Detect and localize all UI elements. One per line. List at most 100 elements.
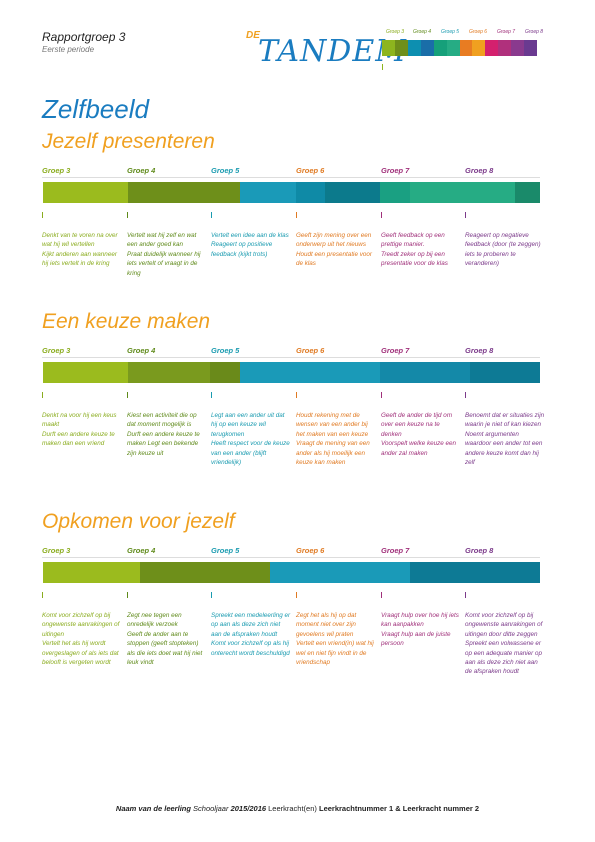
description-line: Zegt nee tegen een onredelijk verzoek [127,612,182,629]
description: Geeft de ander de tijd om over een keuze… [381,411,461,458]
description-line: Kiest een activiteit die op dat moment m… [127,412,197,429]
legend-label: Groep 4 [413,29,432,35]
description-line: Komt voor zichzelf op bij ongewenste aan… [465,612,543,638]
logo: TANDEM [258,34,407,69]
description: Vertelt wat hij zelf en wat een ander go… [127,231,207,278]
color-legend [382,40,538,56]
description-line: Spreekt een medeleerling er op aan als d… [211,612,291,638]
legend-ticks [382,64,538,70]
footer-value: 2015/2016 [230,804,267,813]
report-period: Eerste periode [42,45,95,54]
description: Zegt nee tegen een onredelijk verzoek Gee… [127,611,207,667]
description-line: Legt aan een ander uit dat hij op een ke… [211,412,285,438]
section-title: Een keuze maken [42,310,211,333]
level-tick [296,392,297,398]
description-line: Geeft zijn mening over een onderwerp uit… [296,232,372,249]
logo-prefix: DE [246,30,260,41]
description: Legt aan een ander uit dat hij op een ke… [211,411,291,467]
progress-bar [43,182,540,203]
group-label: Groep 4 [127,166,156,175]
description-line: Vraagt de mening van een ander als hij m… [296,440,370,467]
description-line: Reageert op positieve feedback (kijkt tr… [211,241,273,258]
description-line: Geeft feedback op een prettige manier. [381,232,445,249]
level-tick [42,592,43,598]
level-tick [465,392,466,398]
description-line: Denkt van te voren na over wat hij wil v… [42,232,118,249]
group-label: Groep 7 [381,346,410,355]
description-line: Houdt een presentatie voor de klas [296,250,372,268]
group-label: Groep 4 [127,546,156,555]
divider [42,177,540,178]
footer-label: Schooljaar [193,804,229,813]
level-tick [211,392,212,398]
group-label: Groep 3 [42,166,71,175]
description-line: Vraagt hulp aan de juiste persoon [381,630,451,648]
description-line: Noemt argumenten waardoor een ander tot … [465,430,543,467]
level-tick [381,592,382,598]
description: Geeft zijn mening over een onderwerp uit… [296,231,376,269]
description: Zegt het als hij op dat moment niet over… [296,611,376,667]
level-tick [296,212,297,218]
description-line: Vertelt wat hij zelf en wat een ander go… [127,232,197,249]
description-line: Vertelt het als hij wordt overgeslagen o… [42,640,119,667]
progress-bar [43,362,540,383]
description: Spreekt een medeleerling er op aan als d… [211,611,291,658]
description-line: Geeft de ander aan te stoppen (geeft sto… [127,630,203,667]
group-label: Groep 6 [296,346,325,355]
description: Komt voor zichzelf op bij ongewenste aan… [42,611,122,667]
description: Komt voor zichzelf op bij ongewenste aan… [465,611,545,677]
level-tick [381,212,382,218]
group-label: Groep 8 [465,546,494,555]
level-tick [127,592,128,598]
description: Vraagt hulp over hoe hij iets kan aanpak… [381,611,461,649]
description-line: Vertelt een idee aan de klas [211,232,289,239]
legend-label: Groep 7 [497,29,516,35]
group-label: Groep 6 [296,546,325,555]
level-tick [211,592,212,598]
group-label: Groep 7 [381,546,410,555]
footer-value: Leerkrachtnummer 1 & Leerkracht nummer 2 [319,804,480,813]
report-title: Rapportgroep 3 [42,30,126,44]
group-label: Groep 4 [127,346,156,355]
description-line: Geeft de ander de tijd om over een keuze… [381,412,453,438]
level-tick [211,212,212,218]
legend-label: Groep 5 [441,29,460,35]
group-label: Groep 5 [211,346,240,355]
description-line: Heeft respect voor de keuze van een ande… [211,440,290,467]
level-tick [465,592,466,598]
description: Kiest een activiteit die op dat moment m… [127,411,207,458]
group-label: Groep 8 [465,166,494,175]
description: Denkt van te voren na over wat hij wil v… [42,231,122,269]
legend-label: Groep 6 [469,29,488,35]
level-tick [465,212,466,218]
divider [42,557,540,558]
level-tick [127,392,128,398]
level-tick [381,392,382,398]
divider [42,357,540,358]
level-tick [42,212,43,218]
description-line: Vertelt een vriend(in) wat hij wel en ni… [296,640,374,667]
section-title: Jezelf presenteren [42,130,215,153]
footer-label: Leerkracht(en) [268,804,317,813]
description-line: Benoemt dat er situaties zijn waarin je … [465,412,545,429]
description-line: Voorspelt welke keuze een ander zal make… [381,440,457,457]
description-line: Praat duidelijk wanneer hij iets vertelt… [127,250,201,277]
group-label: Groep 5 [211,546,240,555]
level-tick [42,392,43,398]
description: Denkt na voor hij een keus maakt Durft ee… [42,411,122,449]
description: Benoemt dat er situaties zijn waarin je … [465,411,545,467]
description-line: Komt voor zichzelf op als hij onterecht … [211,640,290,657]
footer: Naam van de leerling Schooljaar 2015/201… [0,804,595,813]
description-line: Durft een andere keuze te maken Legt een… [127,430,200,457]
progress-bar [43,562,540,583]
main-title: Zelfbeeld [42,94,149,124]
description: Vertelt een idee aan de klas Reageert op … [211,231,291,259]
description-line: Komt voor zichzelf op bij ongewenste aan… [42,612,120,638]
level-tick [127,212,128,218]
description-line: Spreekt een volwassene er op een adequat… [465,640,543,676]
description-line: Kijkt anderen aan wanneer hij iets verte… [42,250,117,268]
section-title: Opkomen voor jezelf [42,510,235,533]
level-tick [296,592,297,598]
group-label: Groep 5 [211,166,240,175]
